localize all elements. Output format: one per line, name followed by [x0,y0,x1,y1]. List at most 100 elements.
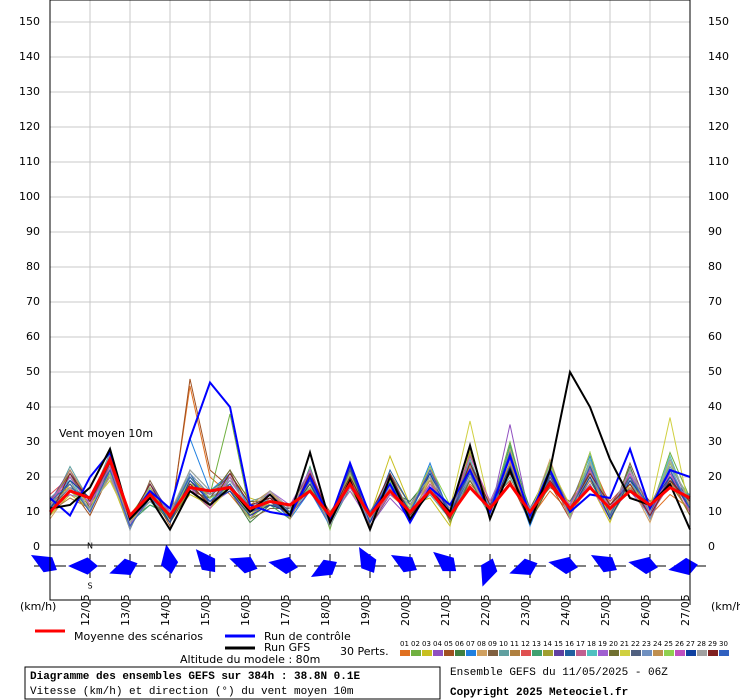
wind-rose [359,546,377,573]
x-tick-label: 21/05 [439,594,452,626]
legend-swatch [565,650,575,656]
y-tick-label: 130 [19,85,40,98]
y-tick-label: 10 [708,505,722,518]
x-tick-label: 22/05 [479,594,492,626]
annotation: Vent moyen 10m [59,427,153,440]
legend-label: 06 [455,640,464,648]
perts-label: 30 Perts. [340,645,389,658]
y-tick-label: 70 [708,295,722,308]
y-tick-label: 120 [708,120,729,133]
series-line [49,369,691,533]
wind-rose [30,555,57,573]
grid [50,0,691,545]
legend-label: 21 [620,640,629,648]
x-tick-label: 25/05 [599,594,612,626]
x-tick-label: 14/05 [159,594,172,626]
legend-label: 11 [510,640,519,648]
legend-label: 20 [609,640,618,648]
legend-swatch [598,650,608,656]
legend-label: 25 [664,640,673,648]
series-line [48,455,691,519]
legend-label: 15 [554,640,563,648]
legend-swatch [686,650,696,656]
wind-rose [481,558,498,587]
y-tick-label: 50 [26,365,40,378]
wind-rose [268,557,298,575]
wind-rose [509,558,538,575]
compass-n: N [87,542,93,551]
y-tick-label: 150 [19,15,40,28]
legend-swatch [422,650,432,656]
altitude: Altitude du modele : 80m [180,653,320,666]
copyright: Copyright 2025 Meteociel.fr [450,687,628,699]
legend-swatch [477,650,487,656]
y-tick-label: 80 [26,260,40,273]
x-tick-label: 13/05 [119,594,132,626]
legend-swatch [653,650,663,656]
y-tick-label: 60 [708,330,722,343]
wind-rose [310,559,337,577]
wind-rose [668,557,698,575]
legend-label: 07 [466,640,475,648]
legend-label: 14 [543,640,552,648]
y-tick-label: 90 [26,225,40,238]
x-tick-label: 16/05 [239,594,252,626]
wind-rose [433,551,457,572]
legend: Moyenne des scénarios Run de contrôle Ru… [35,629,729,658]
unit-right: (km/h) [711,600,740,613]
legend-swatch [510,650,520,656]
y-tick-label: 120 [19,120,40,133]
legend-label: 09 [488,640,497,648]
legend-swatch [587,650,597,656]
wind-rose [590,555,617,573]
legend-swatch [411,650,421,656]
y-tick-label: 20 [708,470,722,483]
x-tick-label: 20/05 [399,594,412,626]
x-tick-label: 27/05 [679,594,692,626]
x-tick-label: 15/05 [199,594,212,626]
legend-label: Run de contrôle [264,630,351,643]
y-tick-label: 70 [26,295,40,308]
legend-swatch [708,650,718,656]
legend-swatch [675,650,685,656]
compass-s: S [87,582,92,591]
y-tick-label: 90 [708,225,722,238]
legend-label: 13 [532,640,541,648]
legend-swatch [400,650,410,656]
y-tick-label: 30 [708,435,722,448]
y-tick-label: 80 [708,260,722,273]
wind-rose [68,557,98,575]
lines [48,369,691,533]
legend-swatch [543,650,553,656]
legend-label: 30 [719,640,728,648]
legend-label: 08 [477,640,486,648]
legend-swatch [609,650,619,656]
legend-label: Moyenne des scénarios [74,630,203,643]
legend-swatch [631,650,641,656]
legend-label: 28 [697,640,706,648]
legend-label: 10 [499,640,508,648]
wind-rose [390,555,417,573]
y-tick-label: 110 [708,155,729,168]
x-tick-label: 17/05 [279,594,292,626]
footer-subtitle: Vitesse (km/h) et direction (°) du vent … [30,686,354,698]
y-tick-label: 150 [708,15,729,28]
x-tick-label: 24/05 [559,594,572,626]
wind-rose [229,557,258,574]
y-tick-label: 60 [26,330,40,343]
legend-swatch [576,650,586,656]
x-tick-label: 19/05 [359,594,372,626]
legend-swatch [554,650,564,656]
ticks: 0 0 10 10 20 20 30 30 40 40 50 50 60 60 70 70 80 80 90 90 10… [19,15,729,626]
legend-label: 24 [653,640,662,648]
legend-label: 18 [587,640,596,648]
legend-label: 26 [675,640,684,648]
y-tick-label: 30 [26,435,40,448]
y-tick-label: 140 [708,50,729,63]
series-line [49,450,691,528]
legend-swatch [455,650,465,656]
legend-label: 22 [631,640,640,648]
x-tick-label: 18/05 [319,594,332,626]
legend-swatch [466,650,476,656]
